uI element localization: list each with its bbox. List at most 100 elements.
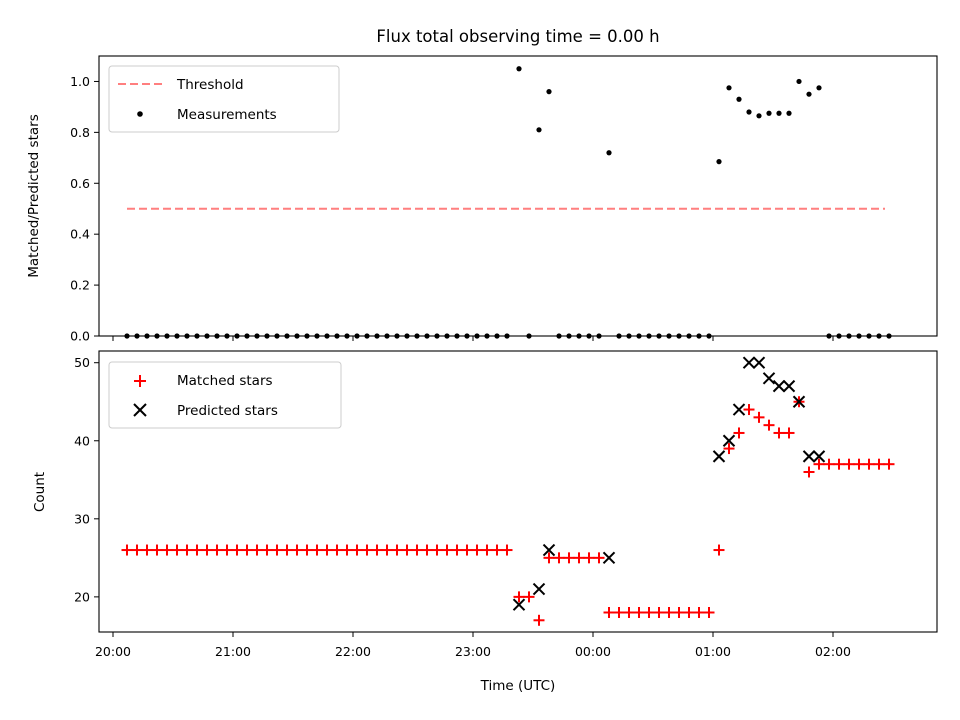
bottom-plot-frame — [98, 350, 938, 633]
matched-star-point — [451, 544, 463, 556]
matched-star-point — [613, 606, 625, 618]
bottom-y-tick-label: 30 — [74, 511, 90, 526]
measurement-point — [796, 78, 802, 85]
top-legend-box — [108, 65, 340, 133]
bottom-x-tick-label: 22:00 — [335, 644, 371, 659]
top-y-tick-label: 0.4 — [70, 227, 90, 242]
matched-star-point — [883, 458, 895, 470]
matched-star-point — [441, 544, 453, 556]
matched-star-point — [833, 458, 845, 470]
matched-star-point — [543, 552, 555, 564]
bottom-x-axis-label: Time (UTC) — [480, 678, 556, 694]
matched-star-point — [773, 427, 785, 439]
matched-star-point — [823, 458, 835, 470]
matched-star-point — [161, 544, 173, 556]
predicted-star-point — [782, 379, 796, 393]
matched-star-point — [693, 606, 705, 618]
matched-star-point — [171, 544, 183, 556]
bottom-plot-marks — [121, 356, 895, 626]
predicted-star-point — [742, 356, 756, 369]
top-chart-title: Flux total observing time = 0.00 h — [376, 27, 659, 46]
bottom-panel: Count Time (UTC) 20 30 40 50 20:00 21:00 22:00… — [32, 350, 938, 694]
predicted-star-point — [802, 450, 816, 463]
matched-star-point — [311, 544, 323, 556]
matched-star-point — [713, 544, 725, 556]
matched-star-point — [271, 544, 283, 556]
measurement-point — [806, 91, 812, 97]
matched-star-point — [471, 544, 483, 556]
bottom-x-tick-label: 21:00 — [215, 644, 251, 659]
top-plot-frame — [98, 55, 938, 337]
measurement-point — [736, 96, 742, 102]
predicted-star-point — [772, 379, 786, 393]
predicted-star-point — [732, 403, 746, 416]
matched-star-point — [523, 591, 535, 603]
bottom-x-tick-label: 20:00 — [95, 644, 131, 659]
bottom-y-tick-label: 50 — [74, 355, 90, 370]
matched-star-point — [401, 544, 413, 556]
measurement-point — [726, 85, 732, 91]
predicted-star-point — [722, 434, 736, 447]
matched-star-point — [131, 544, 143, 556]
matched-star-point — [763, 419, 775, 431]
matched-star-point — [481, 544, 493, 556]
matched-star-point — [201, 544, 213, 556]
predicted-star-point — [752, 356, 766, 369]
matched-star-point — [491, 544, 503, 556]
matched-star-point — [141, 544, 153, 556]
matched-star-point — [843, 458, 855, 470]
top-y-tick-label: 0.8 — [70, 125, 90, 140]
matched-star-point — [221, 544, 233, 556]
measurement-point — [786, 110, 792, 116]
matched-star-point — [121, 544, 133, 556]
legend-matched-swatch — [134, 375, 146, 387]
top-y-tick-label: 0.2 — [70, 278, 90, 293]
matched-star-point — [431, 544, 443, 556]
matched-star-point — [783, 427, 795, 439]
matched-star-point — [381, 544, 393, 556]
top-axis-ticks: 0.0 0.2 0.4 0.6 0.8 1.0 — [70, 74, 834, 344]
matched-star-point — [873, 458, 885, 470]
matched-star-point — [803, 466, 815, 478]
matched-star-point — [241, 544, 253, 556]
matched-star-point — [371, 544, 383, 556]
matched-star-point — [411, 544, 423, 556]
matched-star-point — [501, 544, 513, 556]
top-y-tick-label: 1.0 — [70, 74, 90, 89]
matched-star-point — [813, 458, 825, 470]
measurement-point — [516, 66, 522, 72]
bottom-y-tick-label: 20 — [74, 589, 90, 604]
matched-star-point — [603, 606, 615, 618]
top-legend: Threshold Measurements — [108, 65, 340, 133]
bottom-x-tick-label: 01:00 — [695, 644, 731, 659]
legend-matched-label: Matched stars — [177, 373, 273, 389]
matched-star-point — [573, 552, 585, 564]
matched-star-point — [261, 544, 273, 556]
matched-star-point — [703, 606, 715, 618]
matched-star-point — [673, 606, 685, 618]
matched-star-point — [341, 544, 353, 556]
matched-star-point — [653, 606, 665, 618]
bottom-x-tick-label: 00:00 — [575, 644, 611, 659]
matched-star-point — [191, 544, 203, 556]
matched-star-point — [623, 606, 635, 618]
top-y-axis-label: Matched/Predicted stars — [26, 114, 42, 277]
measurement-point — [606, 150, 612, 156]
legend-measurements-label: Measurements — [177, 107, 277, 123]
matched-star-point — [421, 544, 433, 556]
legend-predicted-swatch — [133, 403, 147, 417]
matched-star-point — [151, 544, 163, 556]
predicted-star-point — [532, 582, 546, 596]
predicted-star-point — [812, 450, 826, 463]
matched-star-point — [663, 606, 675, 618]
matched-star-point — [211, 544, 223, 556]
matched-star-point — [281, 544, 293, 556]
matched-star-point — [723, 443, 735, 455]
top-y-tick-label: 0.0 — [70, 329, 90, 344]
bottom-legend: Matched stars Predicted stars — [108, 361, 342, 429]
matched-star-point — [683, 606, 695, 618]
matched-star-point — [533, 614, 545, 626]
matched-star-point — [331, 544, 343, 556]
bottom-x-tick-label: 02:00 — [815, 644, 851, 659]
matched-star-point — [733, 427, 745, 439]
